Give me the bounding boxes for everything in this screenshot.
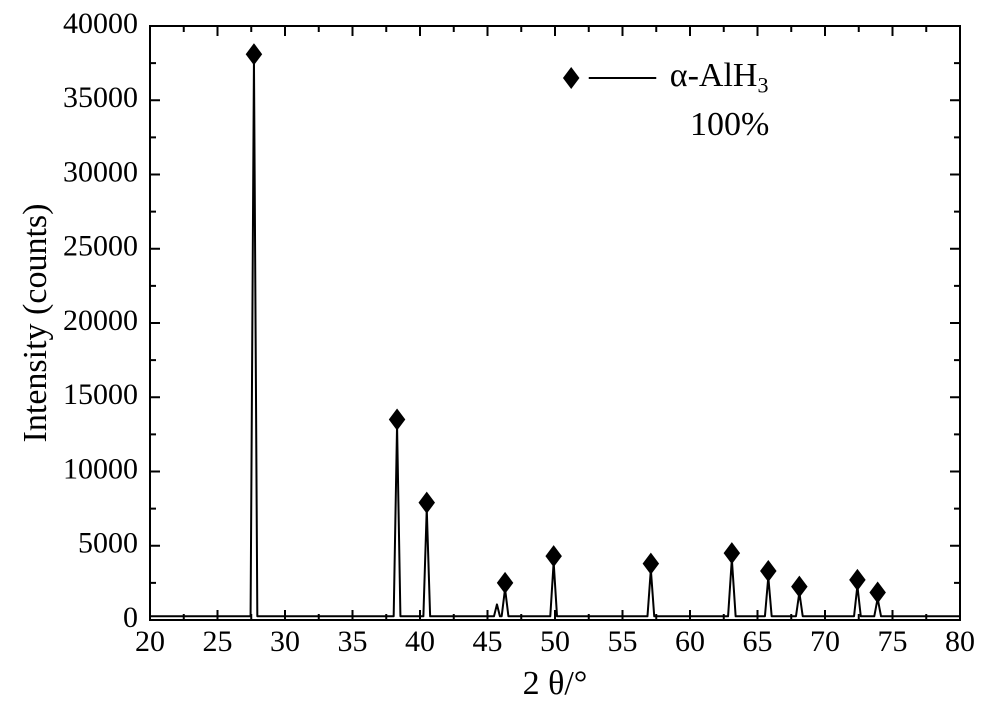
y-tick-label: 30000 [63,155,138,188]
xrd-chart: 20 25 30 35 40 45 50 55 60 65 70 75 80 0 5000 10000 1500… [0,0,1000,724]
x-tick-label: 25 [203,625,233,658]
x-tick-label: 55 [608,625,638,658]
x-axis-label: 2 θ/° [523,665,588,702]
y-tick-label: 20000 [63,304,138,337]
x-tick-label: 75 [878,625,908,658]
x-tick-label: 65 [743,625,773,658]
y-tick-label: 25000 [63,230,138,263]
x-tick-label: 60 [675,625,705,658]
y-tick-label: 5000 [78,527,138,560]
x-tick-label: 35 [338,625,368,658]
y-tick-label: 15000 [63,378,138,411]
legend-line2: 100% [690,106,769,143]
legend-label: α-AlH3 [670,57,769,98]
x-tick-label: 50 [540,625,570,658]
y-axis-label: Intensity (counts) [17,204,54,443]
x-tick-label: 45 [473,625,503,658]
y-tick-label: 40000 [63,7,138,40]
y-tick-label: 35000 [63,81,138,114]
chart-svg: 20 25 30 35 40 45 50 55 60 65 70 75 80 0 5000 10000 1500… [0,0,1000,724]
y-tick-label: 10000 [63,452,138,485]
x-tick-label: 40 [405,625,435,658]
y-tick-label: 0 [123,601,138,634]
x-tick-label: 30 [270,625,300,658]
x-tick-label: 20 [135,625,165,658]
x-tick-label: 80 [945,625,975,658]
x-tick-label: 70 [810,625,840,658]
